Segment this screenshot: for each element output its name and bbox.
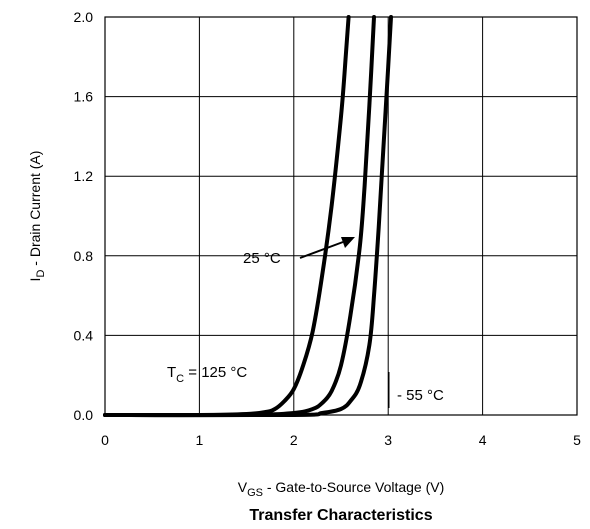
x-tick-label: 5 bbox=[573, 432, 581, 448]
series-minus55c-line bbox=[103, 15, 393, 418]
y-tick-label: 0.4 bbox=[74, 327, 94, 343]
y-tick-label: 2.0 bbox=[74, 9, 94, 25]
y-tick-label: 1.6 bbox=[74, 89, 94, 105]
series-125c-line bbox=[103, 15, 351, 418]
y-tick-label: 1.2 bbox=[74, 168, 94, 184]
y-tick-label: 0.8 bbox=[74, 248, 94, 264]
x-tick-label: 1 bbox=[196, 432, 204, 448]
annotation-125c: TC = 125 °C bbox=[167, 364, 247, 385]
y-axis-label: ID - Drain Current (A) bbox=[27, 151, 47, 282]
x-axis-label: VGS - Gate-to-Source Voltage (V) bbox=[238, 479, 445, 499]
grid bbox=[105, 17, 577, 415]
series-group bbox=[103, 15, 393, 418]
x-tick-label: 2 bbox=[290, 432, 298, 448]
tick-labels: 0 1 2 3 4 5 0.0 0.4 0.8 1.2 1.6 2.0 bbox=[74, 9, 582, 448]
plot-frame bbox=[104, 16, 578, 416]
annotation-arrow bbox=[299, 237, 355, 259]
x-tick-label: 4 bbox=[479, 432, 487, 448]
x-tick-label: 0 bbox=[101, 432, 109, 448]
annotation-minus55c: - 55 °C bbox=[397, 387, 444, 404]
y-tick-label: 0.0 bbox=[74, 407, 94, 423]
chart-title: Transfer Characteristics bbox=[249, 507, 432, 524]
series-25c-line bbox=[103, 15, 376, 418]
x-tick-label: 3 bbox=[384, 432, 392, 448]
annotation-25c: 25 °C bbox=[243, 250, 281, 267]
